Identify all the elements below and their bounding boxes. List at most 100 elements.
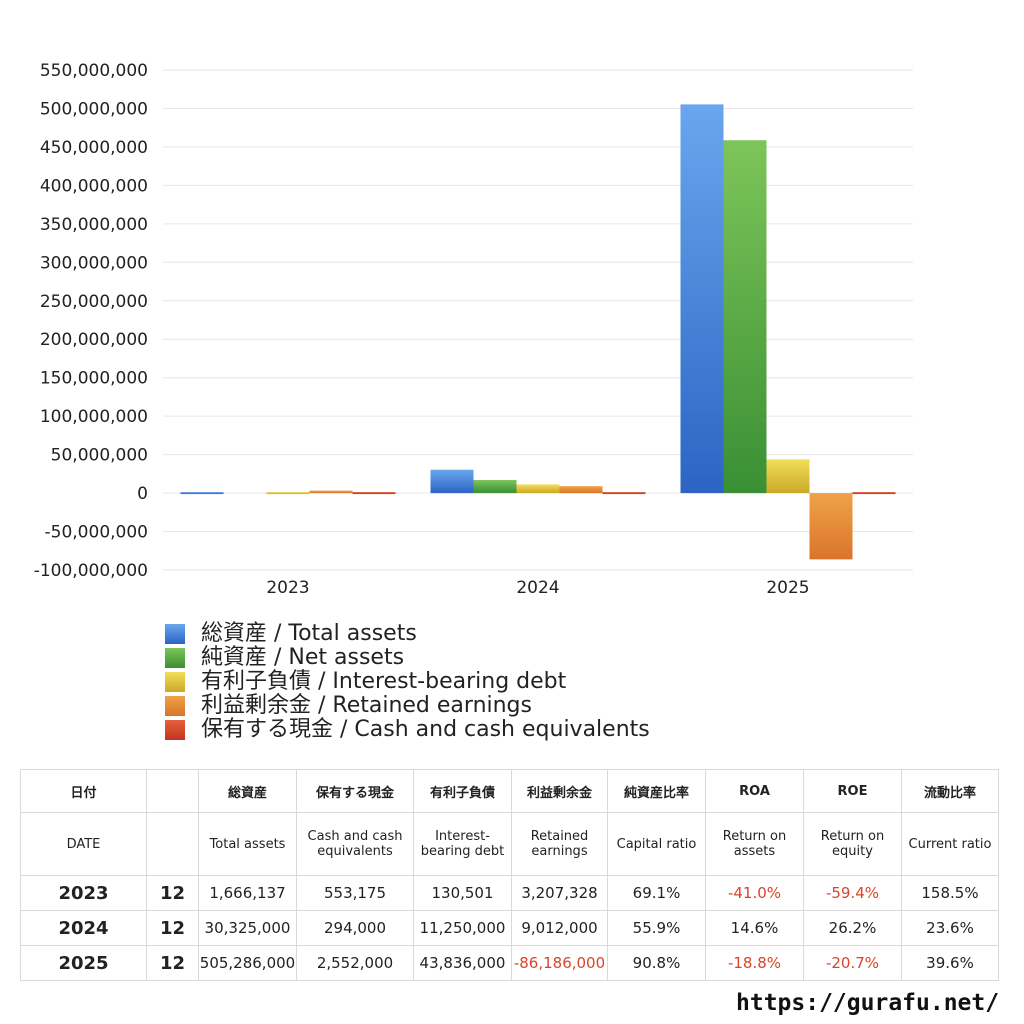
legend-label: 利益剰余金 / Retained earnings xyxy=(201,693,532,718)
bar-2024-series-3 xyxy=(559,486,603,494)
row-capital-ratio: 90.8% xyxy=(607,945,706,981)
bar-2023-series-2 xyxy=(266,492,310,495)
legend-swatch xyxy=(165,672,185,692)
bar-2024-series-4 xyxy=(602,492,646,495)
y-tick-label: 200,000,000 xyxy=(40,330,148,350)
header-roe-en: Return on equity xyxy=(803,812,902,876)
legend: 総資産 / Total assets 純資産 / Net assets 有利子負… xyxy=(165,622,650,742)
row-retained: 9,012,000 xyxy=(511,910,608,946)
legend-label: 有利子負債 / Interest-bearing debt xyxy=(201,669,567,694)
row-month: 12 xyxy=(146,945,199,981)
row-roa: -18.8% xyxy=(705,945,804,981)
row-capital-ratio: 69.1% xyxy=(607,875,706,911)
y-tick-label: 300,000,000 xyxy=(40,253,148,273)
row-retained: 3,207,328 xyxy=(511,875,608,911)
row-year: 2024 xyxy=(20,910,147,946)
row-roe: 26.2% xyxy=(803,910,902,946)
header-debt-jp: 有利子負債 xyxy=(413,769,512,813)
table-row: 2025 12 505,286,000 2,552,000 43,836,000… xyxy=(20,945,999,981)
table-row: 2024 12 30,325,000 294,000 11,250,000 9,… xyxy=(20,910,999,946)
table-header-en: DATE Total assets Cash and cash equivale… xyxy=(20,812,999,876)
x-tick-label: 2024 xyxy=(516,578,559,598)
row-retained: -86,186,000 xyxy=(511,945,608,981)
row-capital-ratio: 55.9% xyxy=(607,910,706,946)
bar-2025-series-2 xyxy=(766,459,810,494)
row-total-assets: 1,666,137 xyxy=(198,875,297,911)
header-current-ratio-jp: 流動比率 xyxy=(901,769,999,813)
legend-item-net-assets: 純資産 / Net assets xyxy=(165,646,650,670)
y-tick-label: 150,000,000 xyxy=(40,369,148,389)
header-roa-en: Return on assets xyxy=(705,812,804,876)
row-cash: 553,175 xyxy=(296,875,414,911)
bar-2024-series-1 xyxy=(473,480,517,494)
row-current-ratio: 158.5% xyxy=(901,875,999,911)
header-capital-ratio-en: Capital ratio xyxy=(607,812,706,876)
table-row: 2023 12 1,666,137 553,175 130,501 3,207,… xyxy=(20,875,999,911)
header-cash-en: Cash and cash equivalents xyxy=(296,812,414,876)
row-roe: -20.7% xyxy=(803,945,902,981)
legend-swatch xyxy=(165,720,185,740)
bar-2024-series-2 xyxy=(516,484,560,494)
y-tick-label: 50,000,000 xyxy=(51,446,148,466)
summary-table: 日付 総資産 保有する現金 有利子負債 利益剰余金 純資産比率 ROA ROE … xyxy=(20,769,999,981)
row-month: 12 xyxy=(146,910,199,946)
header-month-jp xyxy=(146,769,199,813)
bar-2023-series-3 xyxy=(309,490,353,494)
header-retained-jp: 利益剰余金 xyxy=(511,769,608,813)
y-tick-label: -50,000,000 xyxy=(45,523,148,543)
legend-item-interest-bearing-debt: 有利子負債 / Interest-bearing debt xyxy=(165,670,650,694)
legend-label: 純資産 / Net assets xyxy=(201,645,405,670)
row-year: 2023 xyxy=(20,875,147,911)
legend-item-cash: 保有する現金 / Cash and cash equivalents xyxy=(165,718,650,742)
y-tick-label: 550,000,000 xyxy=(40,61,148,81)
row-month: 12 xyxy=(146,875,199,911)
y-tick-label: 250,000,000 xyxy=(40,292,148,312)
row-cash: 294,000 xyxy=(296,910,414,946)
row-debt: 43,836,000 xyxy=(413,945,512,981)
x-tick-label: 2025 xyxy=(766,578,809,598)
bar-2025-series-3 xyxy=(809,493,853,560)
legend-label: 保有する現金 / Cash and cash equivalents xyxy=(201,717,650,742)
y-tick-label: 0 xyxy=(137,484,148,504)
legend-label: 総資産 / Total assets xyxy=(201,621,417,646)
row-total-assets: 505,286,000 xyxy=(198,945,297,981)
legend-swatch xyxy=(165,624,185,644)
bar-2025-series-1 xyxy=(723,140,767,494)
bar-2023-series-4 xyxy=(352,492,396,495)
site-url[interactable]: https://gurafu.net/ xyxy=(736,990,1000,1016)
row-current-ratio: 39.6% xyxy=(901,945,999,981)
row-roe: -59.4% xyxy=(803,875,902,911)
header-roe-jp: ROE xyxy=(803,769,902,813)
header-roa-jp: ROA xyxy=(705,769,804,813)
y-tick-label: 400,000,000 xyxy=(40,176,148,196)
bar-2025-series-0 xyxy=(680,104,724,494)
y-tick-label: 450,000,000 xyxy=(40,138,148,158)
header-total-assets-jp: 総資産 xyxy=(198,769,297,813)
bar-2025-series-4 xyxy=(852,492,896,495)
y-tick-label: 500,000,000 xyxy=(40,99,148,119)
bar-2024-series-0 xyxy=(430,469,474,494)
header-retained-en: Retained earnings xyxy=(511,812,608,876)
y-tick-label: -100,000,000 xyxy=(34,561,148,581)
legend-swatch xyxy=(165,648,185,668)
legend-item-total-assets: 総資産 / Total assets xyxy=(165,622,650,646)
header-debt-en: Interest-bearing debt xyxy=(413,812,512,876)
bar-2023-series-0 xyxy=(180,492,224,495)
table-header-jp: 日付 総資産 保有する現金 有利子負債 利益剰余金 純資産比率 ROA ROE … xyxy=(20,769,999,813)
row-current-ratio: 23.6% xyxy=(901,910,999,946)
header-current-ratio-en: Current ratio xyxy=(901,812,999,876)
row-roa: 14.6% xyxy=(705,910,804,946)
gridlines xyxy=(163,69,913,571)
row-year: 2025 xyxy=(20,945,147,981)
legend-item-retained-earnings: 利益剰余金 / Retained earnings xyxy=(165,694,650,718)
bar-chart: 550,000,000 500,000,000 450,000,000 400,000… xyxy=(34,61,913,598)
bars xyxy=(180,104,896,560)
header-month-en xyxy=(146,812,199,876)
legend-swatch xyxy=(165,696,185,716)
row-cash: 2,552,000 xyxy=(296,945,414,981)
y-tick-label: 100,000,000 xyxy=(40,407,148,427)
row-total-assets: 30,325,000 xyxy=(198,910,297,946)
row-debt: 130,501 xyxy=(413,875,512,911)
header-total-assets-en: Total assets xyxy=(198,812,297,876)
row-debt: 11,250,000 xyxy=(413,910,512,946)
